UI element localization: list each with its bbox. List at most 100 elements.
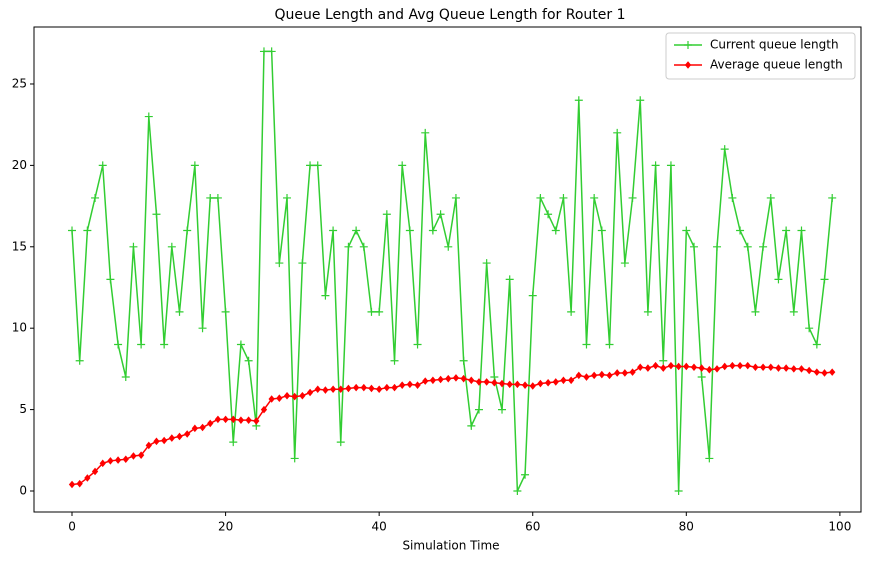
point-marker [628,193,637,202]
point-marker [544,378,552,387]
point-marker [766,193,775,202]
point-marker [498,405,507,414]
point-marker [620,259,629,268]
point-marker [752,363,759,372]
point-marker [337,385,344,394]
point-marker [806,366,813,375]
point-marker [91,467,99,476]
point-marker [451,193,460,202]
point-marker [176,432,183,441]
y-tick-label: 10 [12,321,27,335]
x-tick-label: 80 [679,520,694,534]
point-marker [498,379,506,388]
point-marker [759,363,767,372]
point-marker [767,363,774,372]
point-marker [352,383,360,392]
point-marker [283,193,292,202]
point-marker [313,161,322,170]
point-marker [659,356,668,365]
point-marker [567,307,576,316]
point-marker [160,340,169,349]
x-tick-label: 0 [68,520,76,534]
point-marker [637,363,644,372]
point-marker [820,275,829,284]
point-marker [629,368,636,376]
point-marker [190,161,199,170]
point-marker [559,193,568,202]
point-marker [267,47,276,56]
point-marker [268,395,275,403]
point-marker [621,369,629,377]
point-marker [468,376,475,385]
point-marker [514,380,521,389]
point-marker [467,421,476,430]
point-marker [644,364,652,372]
point-marker [505,275,514,284]
point-marker [606,371,613,380]
point-marker [229,438,238,447]
point-marker [237,416,245,424]
point-marker [352,226,361,235]
x-tick-label: 20 [218,520,233,534]
point-marker [122,455,129,464]
point-marker [583,373,590,381]
point-marker [829,368,836,376]
point-marker [414,381,421,389]
point-marker [774,275,783,284]
point-marker [422,377,429,385]
point-marker [521,470,530,479]
x-tick-label: 60 [525,520,540,534]
point-marker [360,383,367,392]
point-marker [445,374,452,383]
point-marker [199,423,206,432]
point-marker [336,438,345,447]
point-marker [344,242,353,251]
point-marker [482,259,491,268]
point-marker [560,376,567,385]
point-marker [751,307,760,316]
point-marker [345,384,352,393]
point-marker [329,385,337,394]
point-marker [743,242,752,251]
point-marker [382,210,391,219]
point-marker [821,369,828,377]
point-marker [129,242,138,251]
point-marker [782,226,791,235]
point-marker [359,242,368,251]
point-marker [368,384,375,393]
point-marker [376,385,383,394]
point-marker [145,441,152,450]
point-marker [713,242,722,251]
point-marker [91,193,100,202]
point-marker [106,275,115,284]
point-marker [651,161,660,170]
point-marker [114,456,122,464]
point-marker [521,381,529,389]
point-marker [245,416,252,424]
point-marker [314,385,321,394]
point-marker [68,480,76,489]
point-marker [107,457,114,465]
y-tick-label: 20 [12,158,27,172]
x-axis-label: Simulation Time [402,539,499,553]
point-marker [736,361,744,370]
legend-box [665,32,856,80]
point-marker [513,486,522,495]
point-marker [321,291,330,300]
point-marker [459,356,468,365]
point-marker [68,226,77,235]
point-marker [813,368,820,376]
point-marker [666,161,675,170]
point-marker [230,415,237,424]
point-marker [605,340,614,349]
point-marker [667,361,675,370]
point-marker [475,378,483,386]
point-marker [582,340,591,349]
point-marker [775,364,782,372]
point-marker [597,226,606,235]
plot-frame [33,26,862,513]
point-marker [436,210,445,219]
point-marker [689,242,698,251]
point-marker [759,242,768,251]
point-marker [828,193,837,202]
